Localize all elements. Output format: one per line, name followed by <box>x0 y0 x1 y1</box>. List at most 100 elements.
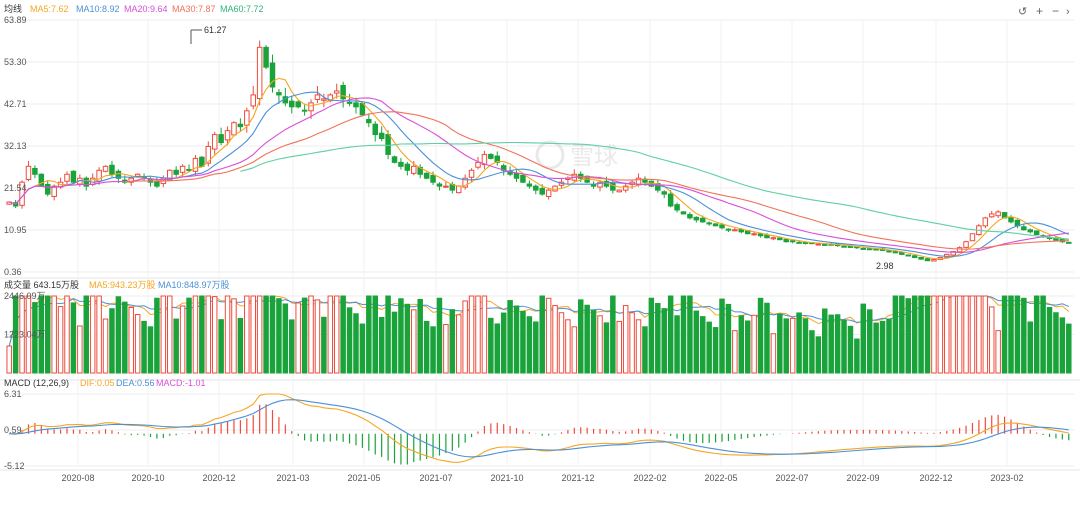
candle-body <box>436 183 443 187</box>
volume-bar <box>635 319 642 374</box>
candle-body <box>263 46 269 68</box>
volume-bar <box>545 297 552 374</box>
macd-lines <box>9 393 1069 463</box>
volume-bar <box>789 317 796 374</box>
macd-legend-dea: DEA:0.56 <box>116 378 155 388</box>
candle-body <box>931 259 937 262</box>
x-tick-label: 2021-12 <box>561 473 594 483</box>
zoom-in-button[interactable]: + <box>1036 4 1043 18</box>
low-label: 2.98 <box>876 261 894 271</box>
candle-body <box>488 153 494 159</box>
x-tick-label: 2020-10 <box>131 473 164 483</box>
volume-bar <box>449 309 456 374</box>
volume-bar <box>32 302 38 374</box>
candle-body <box>533 185 539 191</box>
volume-bar <box>1021 297 1027 374</box>
candle-body <box>661 191 667 195</box>
volume-bar <box>552 305 558 374</box>
volume-y-tick-label: 1223.04万 <box>4 330 46 340</box>
candle-body <box>494 155 501 163</box>
grid-lines <box>0 19 1080 471</box>
volume-bar <box>732 330 738 374</box>
volume-bar <box>147 326 154 374</box>
candle-body <box>1066 241 1072 244</box>
volume-bar <box>115 296 122 374</box>
zoom-out-button[interactable]: − <box>1052 4 1059 18</box>
macd-y-tick-label: -5.12 <box>4 461 25 471</box>
reset-button[interactable]: ↺ <box>1018 6 1027 18</box>
volume-bar <box>327 295 334 374</box>
price-y-tick-label: 10.95 <box>4 225 27 235</box>
x-tick-label: 2020-12 <box>202 473 235 483</box>
volume-bar <box>1027 321 1034 374</box>
candle-body <box>83 177 90 187</box>
candle-body <box>109 164 115 175</box>
candle-body <box>96 169 102 182</box>
candle-body <box>545 189 552 197</box>
candle-body <box>308 102 314 112</box>
candle-body <box>886 250 892 253</box>
candle-body <box>860 247 867 250</box>
candle-body <box>539 187 545 195</box>
candle-body <box>366 119 372 124</box>
volume-bar <box>500 312 507 374</box>
candle-body <box>378 132 385 140</box>
candle-body <box>674 204 680 211</box>
volume-bar <box>847 325 854 374</box>
candle-body <box>520 174 526 183</box>
volume-bar <box>385 295 391 374</box>
candle-body <box>295 101 301 108</box>
price-legend-label: 均线 <box>4 3 22 14</box>
ma20-line <box>9 97 1069 253</box>
volume-bar <box>809 330 815 374</box>
candle-body <box>44 183 51 195</box>
candle-body <box>70 170 77 183</box>
volume-ma10-line <box>8 295 1070 347</box>
volume-bar <box>186 297 192 374</box>
volume-bar <box>102 318 109 374</box>
candle-body <box>430 174 436 183</box>
candle-body <box>211 134 218 150</box>
candle-body <box>622 185 629 191</box>
volume-bar <box>738 315 745 374</box>
candle-body <box>725 228 732 231</box>
volume-bar <box>423 320 430 374</box>
candle-body <box>462 177 468 188</box>
candle-body <box>892 251 899 254</box>
volume-bar <box>674 315 680 374</box>
ma-lines <box>8 77 1070 347</box>
candle-body <box>231 122 237 136</box>
high-label: 61.27 <box>204 25 227 35</box>
volume-bar <box>19 295 25 374</box>
candle-body <box>732 229 738 232</box>
volume-bar <box>205 295 212 374</box>
candle-body <box>276 92 282 96</box>
volume-y-tick-label: 2446.09万 <box>4 291 46 301</box>
volume-bar <box>366 295 372 374</box>
volume-bar <box>610 295 616 374</box>
macd-dif-line <box>9 393 1069 463</box>
candle-body <box>1033 230 1040 236</box>
volume-bar <box>455 314 462 374</box>
macd-y-tick-label: 0.59 <box>4 425 22 435</box>
y-axis-labels: 63.89 53.30 42.71 32.13 21.54 10.95 0.36 2446.0… <box>4 15 46 471</box>
next-button[interactable]: › <box>1066 6 1070 18</box>
price-legend-ma20: MA20:9.64 <box>124 4 168 14</box>
volume-bar <box>141 320 147 374</box>
macd-legend-label: MACD (12,26,9) <box>4 378 69 388</box>
volume-bar <box>905 298 911 374</box>
volume-bar <box>995 330 1001 374</box>
volume-bar <box>269 295 276 374</box>
candle-body <box>513 172 520 179</box>
volume-bar <box>520 310 526 374</box>
zoom-in-icon: + <box>1036 4 1043 18</box>
candle-body <box>455 185 462 194</box>
volume-bar <box>622 305 629 374</box>
candle-body <box>950 251 956 256</box>
volume-bar <box>918 295 924 374</box>
volume-bar <box>539 295 545 374</box>
volume-bar <box>411 309 417 374</box>
volume-bar <box>179 305 186 374</box>
volume-bar <box>963 295 969 374</box>
candle-body <box>321 98 327 101</box>
